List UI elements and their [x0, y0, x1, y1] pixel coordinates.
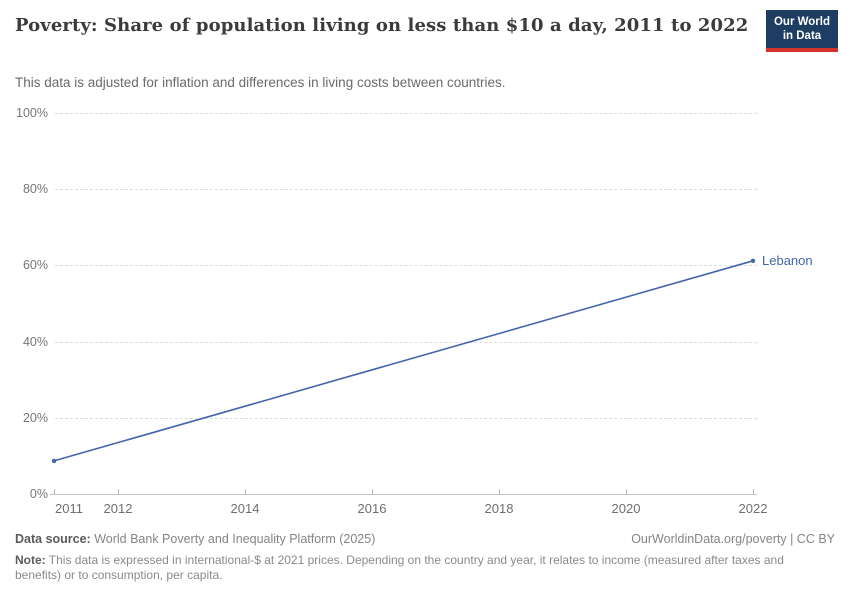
- x-axis-tick: [118, 489, 119, 494]
- x-axis-tick: [54, 489, 55, 494]
- x-axis-label: 2022: [738, 501, 768, 516]
- y-axis-label: 40%: [22, 335, 48, 349]
- source-text: World Bank Poverty and Inequality Platfo…: [90, 532, 376, 546]
- note-label: Note:: [15, 553, 46, 567]
- footer-note: Note: This data is expressed in internat…: [15, 553, 830, 583]
- x-axis-tick: [372, 489, 373, 494]
- x-axis-label: 2011: [55, 501, 83, 516]
- series-label-lebanon[interactable]: Lebanon: [762, 252, 813, 268]
- page-subtitle: This data is adjusted for inflation and …: [15, 75, 506, 90]
- x-axis-line: [50, 494, 757, 495]
- footer-source-row: Data source: World Bank Poverty and Ineq…: [15, 532, 835, 546]
- owid-logo-line2: in Data: [782, 30, 822, 42]
- page-title: Poverty: Share of population living on l…: [15, 15, 749, 36]
- gridline: [55, 265, 757, 266]
- x-axis-tick: [499, 489, 500, 494]
- y-axis-label: 60%: [22, 258, 48, 272]
- gridline: [55, 189, 757, 190]
- x-axis-label: 2020: [611, 501, 641, 516]
- owid-logo: Our World in Data: [766, 10, 838, 52]
- data-point-start[interactable]: [51, 458, 57, 464]
- note-text: This data is expressed in international-…: [15, 553, 784, 582]
- trend-line-lebanon[interactable]: [53, 260, 754, 462]
- gridline: [55, 342, 757, 343]
- x-axis-label: 2018: [484, 501, 514, 516]
- y-axis-label: 20%: [22, 411, 48, 425]
- y-axis-label: 0%: [29, 487, 48, 501]
- footer-source: Data source: World Bank Poverty and Ineq…: [15, 532, 375, 546]
- gridline: [55, 418, 757, 419]
- x-axis-tick: [753, 489, 754, 494]
- x-axis-label: 2012: [103, 501, 133, 516]
- data-point-end[interactable]: [750, 258, 756, 263]
- x-axis-label: 2014: [230, 501, 260, 516]
- source-label: Data source:: [15, 532, 91, 546]
- gridline: [55, 113, 757, 114]
- owid-logo-line1: Our World: [773, 16, 830, 28]
- y-axis-label: 100%: [16, 106, 48, 120]
- x-axis-tick: [245, 489, 246, 494]
- x-axis-label: 2016: [357, 501, 387, 516]
- y-axis-label: 80%: [22, 182, 48, 196]
- x-axis-tick: [626, 489, 627, 494]
- source-link[interactable]: OurWorldinData.org/poverty | CC BY: [631, 532, 835, 546]
